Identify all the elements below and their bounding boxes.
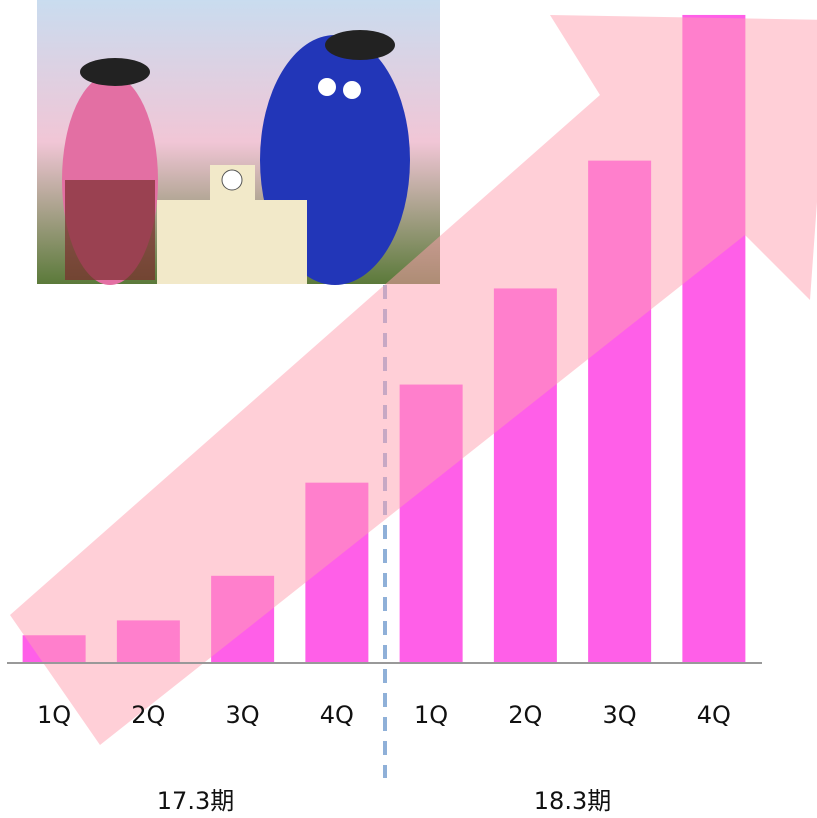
growth-arrow: [10, 15, 817, 745]
period-label: 17.3期: [157, 787, 234, 815]
x-tick-label: 2Q: [131, 701, 165, 729]
x-tick-label: 4Q: [320, 701, 354, 729]
illustration: [37, 0, 440, 285]
x-tick-label: 4Q: [697, 701, 731, 729]
period-label: 18.3期: [534, 787, 611, 815]
x-tick-label: 3Q: [603, 701, 637, 729]
x-tick-label: 3Q: [226, 701, 260, 729]
x-tick-label: 1Q: [414, 701, 448, 729]
x-tick-label: 1Q: [37, 701, 71, 729]
x-tick-label: 2Q: [508, 701, 542, 729]
